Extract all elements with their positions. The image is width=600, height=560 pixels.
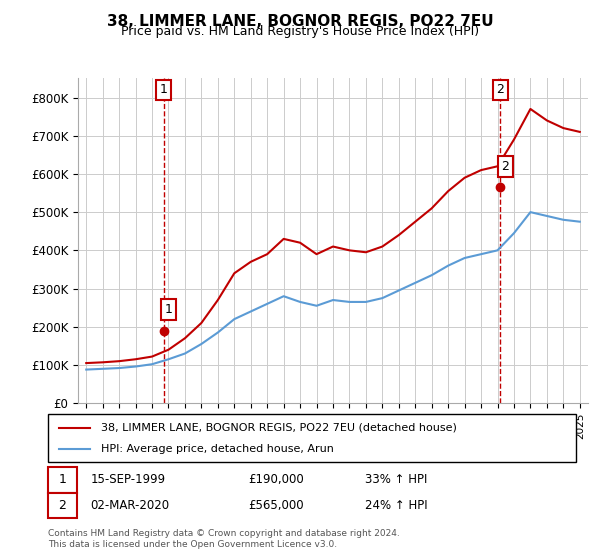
Text: 02-MAR-2020: 02-MAR-2020	[90, 498, 169, 512]
Text: 33% ↑ HPI: 33% ↑ HPI	[365, 473, 427, 487]
Text: £565,000: £565,000	[248, 498, 304, 512]
Text: 38, LIMMER LANE, BOGNOR REGIS, PO22 7EU (detached house): 38, LIMMER LANE, BOGNOR REGIS, PO22 7EU …	[101, 423, 457, 433]
Text: 38, LIMMER LANE, BOGNOR REGIS, PO22 7EU: 38, LIMMER LANE, BOGNOR REGIS, PO22 7EU	[107, 14, 493, 29]
FancyBboxPatch shape	[48, 414, 576, 462]
Text: £190,000: £190,000	[248, 473, 304, 487]
Text: 24% ↑ HPI: 24% ↑ HPI	[365, 498, 427, 512]
Text: 2: 2	[496, 83, 504, 96]
FancyBboxPatch shape	[48, 493, 77, 517]
Text: 2: 2	[502, 160, 509, 173]
FancyBboxPatch shape	[48, 467, 77, 493]
Text: 15-SEP-1999: 15-SEP-1999	[90, 473, 166, 487]
Text: 1: 1	[160, 83, 167, 96]
Text: 2: 2	[58, 498, 66, 512]
Text: Contains HM Land Registry data © Crown copyright and database right 2024.
This d: Contains HM Land Registry data © Crown c…	[48, 529, 400, 549]
Text: 1: 1	[165, 303, 173, 316]
Text: 1: 1	[58, 473, 66, 487]
Text: Price paid vs. HM Land Registry's House Price Index (HPI): Price paid vs. HM Land Registry's House …	[121, 25, 479, 38]
Text: HPI: Average price, detached house, Arun: HPI: Average price, detached house, Arun	[101, 444, 334, 454]
